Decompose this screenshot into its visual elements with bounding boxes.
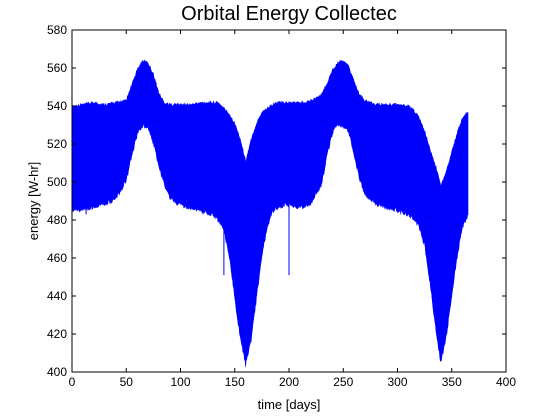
series-layer [71, 59, 469, 367]
x-axis-ticks: 0 50 100 150 200 250 300 350 400 [69, 30, 516, 389]
x-axis-label: time [days] [258, 397, 321, 412]
x-tick-label: 250 [333, 375, 353, 389]
x-tick-label: 400 [496, 375, 516, 389]
x-tick-label: 150 [225, 375, 245, 389]
y-tick-label: 560 [47, 61, 67, 75]
y-axis-ticks: 400 420 440 460 480 500 520 540 560 580 [47, 23, 506, 379]
x-tick-label: 50 [120, 375, 134, 389]
y-tick-label: 420 [47, 327, 67, 341]
y-tick-label: 440 [47, 289, 67, 303]
x-tick-label: 0 [69, 375, 76, 389]
y-tick-label: 540 [47, 99, 67, 113]
chart-title: Orbital Energy Collectec [181, 3, 397, 25]
y-axis-label: energy [W-hr] [26, 162, 41, 241]
x-tick-label: 350 [442, 375, 462, 389]
x-tick-label: 200 [279, 375, 299, 389]
y-tick-label: 480 [47, 213, 67, 227]
x-tick-label: 300 [387, 375, 407, 389]
y-tick-label: 580 [47, 23, 67, 37]
y-tick-label: 500 [47, 175, 67, 189]
x-tick-label: 100 [170, 375, 190, 389]
y-tick-label: 520 [47, 137, 67, 151]
y-tick-label: 400 [47, 365, 67, 379]
y-tick-label: 460 [47, 251, 67, 265]
